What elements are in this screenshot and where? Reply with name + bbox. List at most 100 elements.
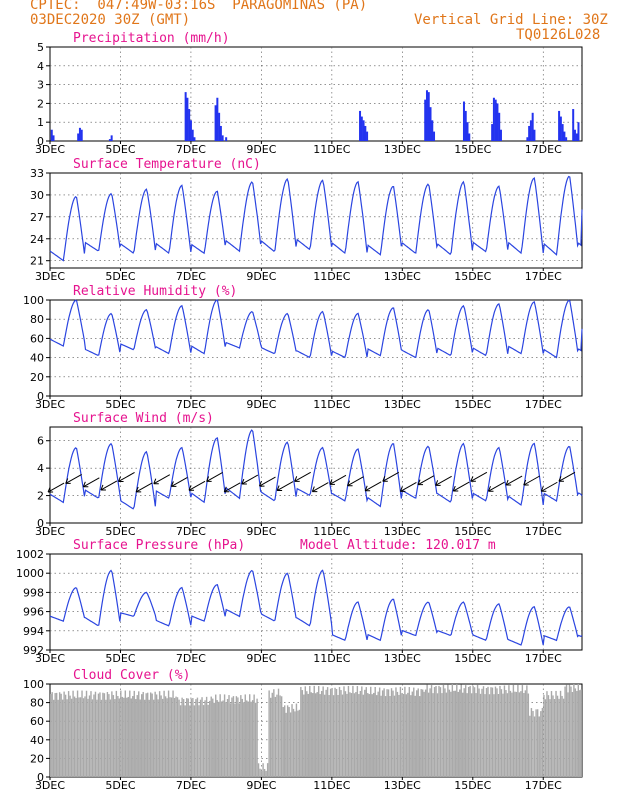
precip-bar [424, 99, 427, 141]
cloud-bar [564, 686, 566, 777]
cloud-bar [90, 691, 92, 777]
cloud-bar [213, 702, 215, 777]
precip-bar [425, 90, 428, 141]
cloud-bar [167, 690, 170, 777]
cloud-bar [176, 697, 179, 777]
x-tick-label: 11DEC [313, 143, 350, 156]
x-tick-label: 11DEC [313, 779, 350, 792]
wind-arrow [153, 474, 171, 485]
cloud-bar [338, 686, 341, 777]
cloud-bar [484, 694, 486, 777]
cloud-bar [533, 716, 536, 777]
x-tick-label: 9DEC [246, 398, 276, 411]
y-tick-label: 80 [30, 697, 44, 710]
cloud-bar [54, 693, 56, 777]
cloud-bar [166, 698, 168, 777]
precip-bar [366, 131, 369, 141]
cloud-bar [503, 685, 506, 777]
cloud-bar [61, 699, 64, 777]
cloud-bar [69, 695, 71, 777]
cloud-bar [283, 705, 286, 777]
cloud-bar [444, 688, 446, 777]
cloud-bar [282, 707, 284, 777]
cloud-bar [81, 690, 83, 777]
cloud-bar [253, 694, 255, 777]
x-tick-label: 17DEC [525, 779, 562, 792]
cloud-bar [530, 708, 533, 777]
wind-arrow [118, 472, 135, 482]
y-tick-label: 0 [37, 390, 44, 403]
cloud-bar [374, 686, 376, 777]
cloud-bar [158, 691, 161, 777]
cloud-bar [518, 692, 521, 777]
wind-arrow-head [206, 476, 212, 482]
x-tick-label: 13DEC [384, 652, 421, 665]
cloud-bar [249, 694, 251, 777]
cloud-bar [274, 696, 277, 777]
cloud-bar [307, 693, 309, 777]
cloud-bar [436, 693, 439, 777]
panel-6: 3DEC 5DEC 7DEC 9DEC 11DEC 13DEC 15DEC 17DEC 0 20 4… [23, 668, 583, 792]
cloud-bar [94, 691, 97, 777]
precip-bar [221, 135, 224, 141]
cloud-bar [561, 695, 563, 777]
cloud-bar [493, 694, 495, 777]
cloud-bar [310, 692, 312, 777]
cloud-bar [223, 694, 226, 777]
panel-title: Precipitation (mm/h) [73, 31, 230, 46]
cloud-bar [117, 695, 119, 777]
wind-arrow [188, 480, 206, 491]
cloud-bar [132, 696, 134, 777]
cloud-bar [323, 694, 326, 777]
cloud-bar [256, 698, 258, 777]
wind-arrow-head [135, 486, 142, 493]
cloud-bar [72, 690, 74, 777]
cloud-bar [398, 694, 400, 777]
cloud-bar [325, 689, 327, 777]
wind-arrow [65, 473, 82, 484]
panel-1: 3DEC 5DEC 7DEC 9DEC 11DEC 13DEC 15DEC 17DEC 0 1 2 3… [35, 31, 583, 156]
cloud-bar [297, 710, 299, 777]
header-datetime: 03DEC2020 30Z (GMT) [30, 12, 191, 28]
cloud-bar [359, 690, 362, 777]
cloud-bar [580, 689, 582, 777]
wind-arrow-head [118, 476, 124, 482]
cloud-bar [313, 685, 315, 777]
cloud-bar [416, 690, 418, 777]
y-tick-label: 994 [23, 625, 44, 638]
cloud-bar [96, 699, 98, 777]
cloud-bar [450, 691, 452, 777]
precip-bar [494, 99, 497, 141]
cloud-bar [121, 696, 124, 777]
cloud-bar [427, 692, 430, 777]
cloud-bar [395, 687, 397, 777]
cloud-bar [204, 700, 206, 777]
x-tick-label: 3DEC [35, 525, 65, 538]
cloud-bar [247, 701, 249, 777]
cloud-bar [544, 699, 547, 777]
cloud-bar [309, 685, 311, 777]
precip-bar [575, 133, 578, 141]
cloud-bar [295, 703, 298, 777]
cloud-bar [234, 703, 236, 777]
wind-arrow [135, 482, 153, 493]
precip-bar [492, 97, 495, 141]
cloud-bar [193, 705, 196, 777]
x-tick-label: 3DEC [35, 779, 65, 792]
cloud-bar [148, 699, 150, 777]
cloud-bar [562, 698, 565, 777]
x-tick-label: 15DEC [454, 779, 491, 792]
cloud-bar [478, 688, 480, 777]
precip-bar [50, 129, 53, 141]
x-tick-label: 11DEC [313, 652, 350, 665]
panel-5: 3DEC 5DEC 7DEC 9DEC 11DEC 13DEC 15DEC 17DEC 992 9… [16, 538, 583, 665]
cloud-bar [365, 687, 367, 777]
precip-bar [110, 135, 113, 141]
cloud-bar [215, 694, 217, 777]
cloud-bar [475, 693, 477, 777]
precip-bar [462, 101, 465, 141]
precip-bar [216, 97, 219, 141]
cloud-bar [332, 695, 335, 777]
cloud-bar [541, 707, 544, 777]
